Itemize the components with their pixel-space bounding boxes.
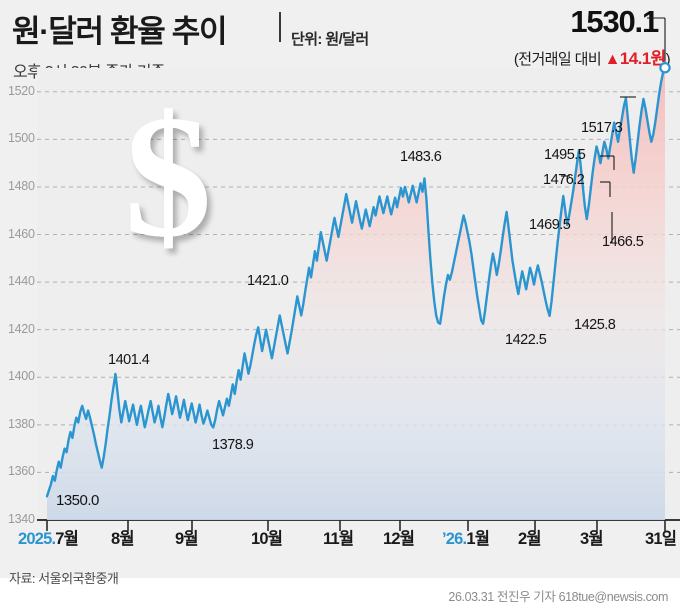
data-point-label: 1401.4 — [108, 352, 150, 368]
y-axis-tick-label: 1400 — [8, 369, 35, 384]
y-axis-tick-label: 1380 — [8, 416, 35, 431]
x-axis-tick-label: 12월 — [383, 530, 415, 548]
data-point-label: 1469.5 — [529, 217, 571, 233]
data-point-label: 1350.0 — [56, 492, 99, 509]
data-point-label: 1483.6 — [400, 149, 442, 165]
source-note: 자료: 서울외국환중개 — [9, 571, 119, 586]
x-axis-tick-label: 2025.7월 — [18, 530, 79, 548]
x-axis-tick-label: ’26.1월 — [442, 530, 490, 548]
axis-ticks — [46, 520, 666, 531]
series-layer — [45, 62, 671, 520]
footer-band — [0, 578, 680, 613]
credit-note: 26.03.31 전진우 기자 618tue@newsis.com — [448, 590, 668, 604]
title-divider — [279, 12, 281, 42]
x-axis-tick-label: 10월 — [251, 530, 283, 548]
up-arrow-icon: ▲ — [604, 51, 621, 68]
x-axis-tick-label: 3월 — [580, 530, 604, 548]
x-axis-tick-label: 9월 — [175, 530, 199, 548]
data-point-label: 1476.2 — [543, 172, 585, 188]
x-axis-tick-label: 31일 — [645, 530, 677, 548]
data-point-label: 1495.5 — [544, 147, 586, 163]
unit-label: 단위: 원/달러 — [291, 31, 369, 48]
y-axis-tick-label: 1520 — [8, 83, 35, 98]
x-axis-tick-label: 8월 — [111, 530, 135, 548]
current-delta: (전거래일 대비 ▲14.1원) — [513, 44, 671, 69]
page-title: 원·달러 환율 추이 — [12, 14, 228, 49]
subtitle: 오후 3시 30분 종가 기준 — [13, 64, 165, 81]
y-axis-tick-label: 1500 — [8, 131, 35, 146]
data-point-label: 1425.8 — [574, 317, 616, 333]
dollar-sign-watermark: $ — [124, 79, 212, 273]
y-axis-tick-label: 1420 — [8, 321, 35, 336]
y-axis-tick-label: 1340 — [8, 512, 35, 526]
area-fill — [47, 67, 665, 520]
delta-suffix: ) — [665, 51, 671, 68]
data-point-label: 1466.5 — [602, 234, 644, 250]
x-axis-tick-label: 2월 — [518, 530, 542, 548]
data-point-label: 1378.9 — [212, 437, 254, 453]
data-point-label: 1422.5 — [505, 332, 547, 348]
y-axis-tick-label: 1460 — [8, 226, 35, 241]
current-value: 1530.1 — [570, 4, 659, 39]
dollar-sign-glyph: $ — [124, 79, 212, 273]
data-point-label: 1517.3 — [581, 120, 623, 136]
delta-amount: 14.1원 — [619, 49, 666, 68]
y-axis-tick-label: 1440 — [8, 274, 35, 289]
delta-prefix: (전거래일 대비 — [513, 51, 602, 68]
y-axis-tick-label: 1360 — [8, 464, 35, 479]
data-point-label: 1421.0 — [247, 273, 289, 289]
x-axis-tick-label: 11월 — [323, 530, 354, 548]
y-axis-tick-label: 1480 — [8, 178, 35, 193]
rate-line — [45, 66, 667, 498]
